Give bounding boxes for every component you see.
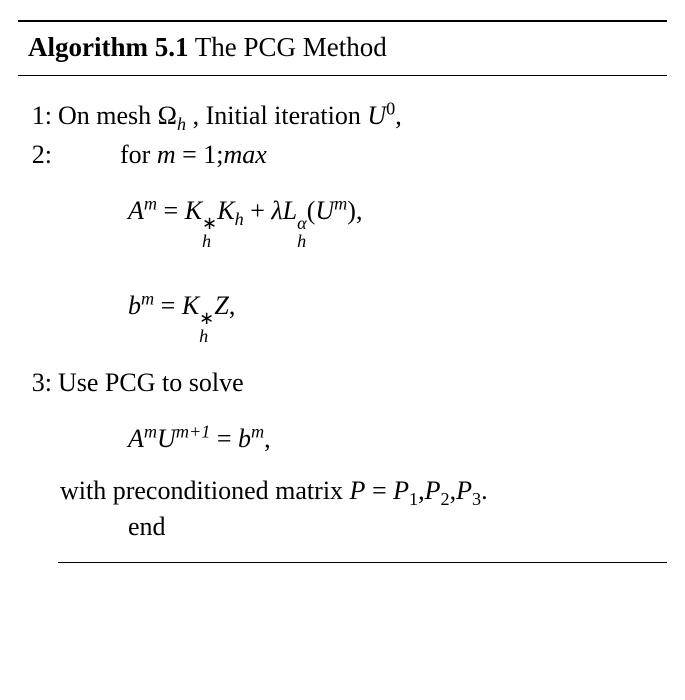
U: U	[315, 196, 334, 225]
b: b	[238, 424, 251, 453]
b: b	[128, 291, 141, 320]
equals: =	[176, 140, 204, 169]
plus: +	[244, 196, 272, 225]
P3: P	[456, 476, 472, 505]
text: On mesh	[58, 101, 158, 130]
step-2: 2: for m = 1;max	[18, 137, 667, 172]
Z: Z	[214, 291, 228, 320]
U-sup: m+1	[176, 421, 211, 441]
algorithm-body: 1: On mesh Ωh , Initial iteration U0, 2:…	[18, 76, 667, 563]
P3-sub: 3	[472, 489, 481, 509]
step-3: 3: Use PCG to solve	[18, 365, 667, 400]
equals: =	[157, 196, 185, 225]
one: 1	[203, 140, 216, 169]
omega: Ωh	[158, 101, 186, 130]
equation-A: Am = K∗hKh + λLαh(Um),	[18, 176, 667, 270]
algorithm-title: The PCG Method	[188, 32, 386, 62]
equation-b: bm = K∗hZ,	[18, 271, 667, 365]
b-sup: m	[251, 421, 264, 441]
b-sup: m	[141, 288, 154, 308]
dot: .	[481, 476, 488, 505]
for-keyword: for	[120, 140, 157, 169]
U0: U0	[367, 101, 395, 130]
K1-supsub: ∗h	[202, 214, 217, 250]
semicolon: ;	[216, 140, 223, 169]
comma: ,	[356, 196, 363, 225]
algorithm-label: Algorithm 5.1	[28, 32, 188, 62]
algorithm-block: Algorithm 5.1 The PCG Method 1: On mesh …	[0, 0, 685, 573]
A: A	[128, 196, 144, 225]
lambda: λ	[271, 196, 282, 225]
step-number: 2:	[18, 137, 58, 172]
L-supsub: αh	[297, 214, 307, 250]
L: L	[283, 196, 297, 225]
A-sup: m	[144, 194, 157, 214]
equals: =	[365, 476, 393, 505]
step-content: On mesh Ωh , Initial iteration U0,	[58, 98, 667, 133]
step-number: 3:	[18, 365, 58, 400]
bottom-rule	[58, 562, 667, 563]
step-content: Use PCG to solve	[58, 365, 667, 400]
P2-sub: 2	[440, 489, 449, 509]
P1-sub: 1	[409, 489, 418, 509]
A-sup: m	[144, 421, 157, 441]
K2: K	[217, 196, 234, 225]
equation-solve: AmUm+1 = bm,	[18, 404, 667, 474]
comma: ,	[264, 424, 271, 453]
with-line: with preconditioned matrix P = P1,P2,P3.	[18, 476, 667, 506]
comma: ,	[395, 101, 402, 130]
K: K	[182, 291, 199, 320]
step-number: 1:	[18, 98, 58, 133]
A: A	[128, 424, 144, 453]
U-sup: m	[334, 194, 347, 214]
equals: =	[210, 424, 238, 453]
m-var: m	[157, 140, 176, 169]
max: max	[224, 140, 267, 169]
P: P	[350, 476, 366, 505]
equals: =	[154, 291, 182, 320]
end-keyword: end	[18, 512, 667, 542]
step-1: 1: On mesh Ωh , Initial iteration U0,	[18, 98, 667, 133]
with-text: with preconditioned matrix	[60, 476, 350, 505]
algorithm-header: Algorithm 5.1 The PCG Method	[18, 22, 667, 75]
P2: P	[425, 476, 441, 505]
U: U	[157, 424, 176, 453]
step-content: for m = 1;max	[58, 137, 667, 172]
bottom-rule-wrap	[18, 562, 667, 563]
K1: K	[185, 196, 202, 225]
comma: ,	[229, 291, 236, 320]
K2-sub: h	[235, 209, 244, 229]
text: , Initial iteration	[186, 101, 367, 130]
K-supsub: ∗h	[199, 309, 214, 345]
P1: P	[393, 476, 409, 505]
rparen: )	[347, 196, 356, 225]
